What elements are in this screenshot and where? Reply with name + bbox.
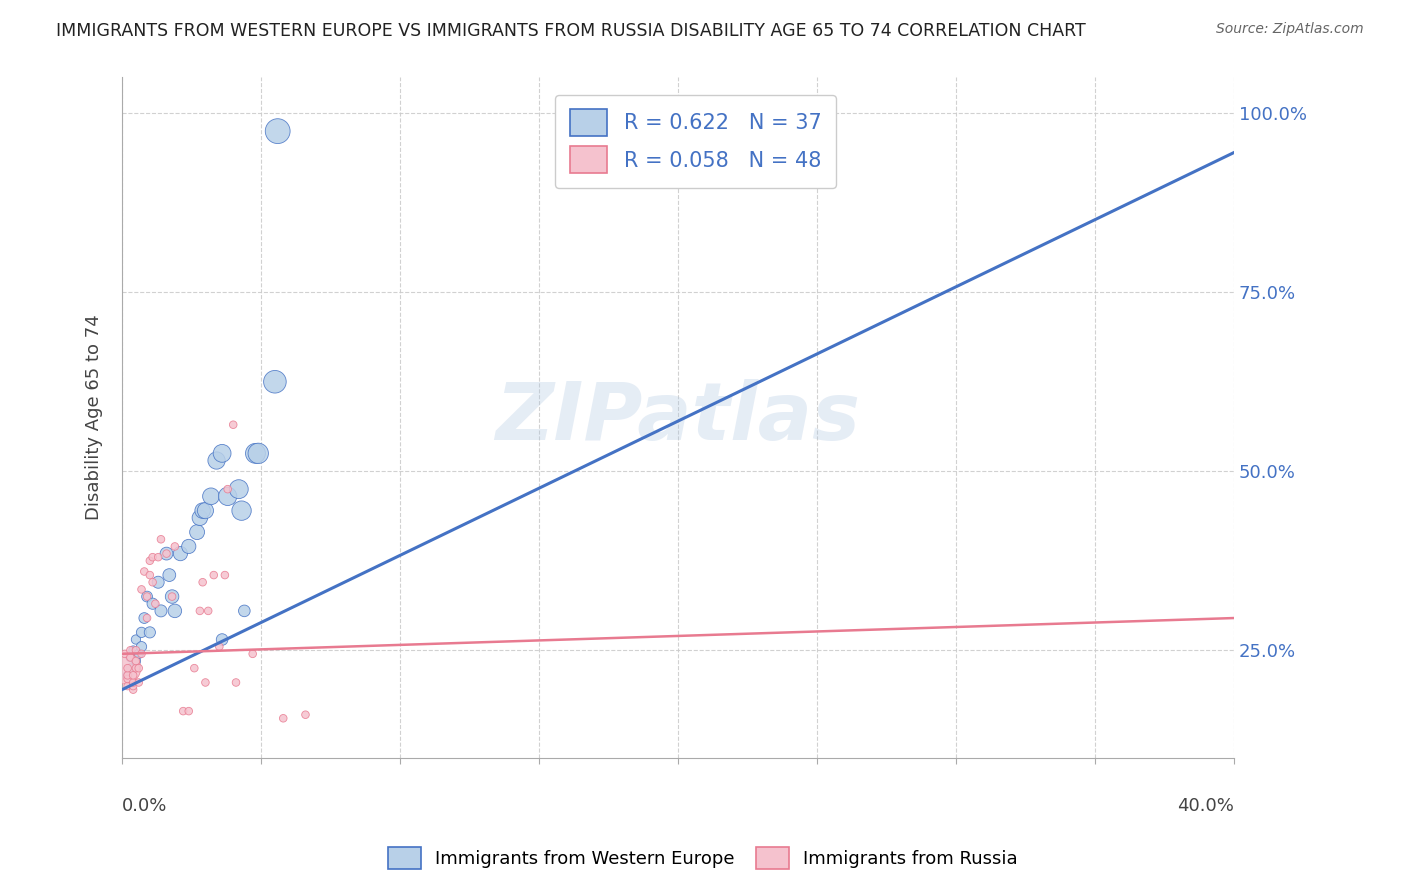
Text: 40.0%: 40.0% (1177, 797, 1234, 814)
Point (128, 647, 150, 661)
Point (122, 643, 145, 657)
Point (139, 568, 162, 582)
Point (177, 540, 200, 554)
Point (149, 604, 172, 618)
Point (139, 625, 162, 640)
Point (183, 661, 205, 675)
Point (217, 482, 239, 496)
Point (148, 550, 170, 565)
Point (125, 654, 148, 668)
Point (194, 503, 217, 517)
Point (136, 590, 159, 604)
Point (205, 453, 228, 467)
Point (125, 661, 148, 675)
Point (200, 489, 222, 503)
Point (188, 510, 211, 524)
Point (122, 668, 145, 682)
Text: IMMIGRANTS FROM WESTERN EUROPE VS IMMIGRANTS FROM RUSSIA DISABILITY AGE 65 TO 74: IMMIGRANTS FROM WESTERN EUROPE VS IMMIGR… (56, 22, 1085, 40)
Point (125, 643, 148, 657)
Point (149, 533, 172, 547)
Point (131, 640, 153, 654)
Point (247, 446, 270, 460)
Point (122, 675, 145, 690)
Point (208, 640, 231, 654)
Point (120, 650, 142, 665)
Point (202, 568, 225, 582)
Point (191, 575, 214, 590)
Point (188, 604, 211, 618)
Point (271, 711, 294, 725)
Point (136, 611, 159, 625)
Point (125, 632, 148, 647)
Point (222, 417, 245, 432)
Point (145, 597, 167, 611)
Point (117, 679, 139, 693)
Point (211, 446, 233, 460)
Legend: Immigrants from Western Europe, Immigrants from Russia: Immigrants from Western Europe, Immigran… (380, 838, 1026, 879)
Text: 0.0%: 0.0% (122, 797, 167, 814)
Point (245, 446, 267, 460)
Text: Source: ZipAtlas.com: Source: ZipAtlas.com (1216, 22, 1364, 37)
Point (194, 675, 217, 690)
Point (172, 704, 194, 718)
Point (163, 604, 186, 618)
Point (114, 661, 136, 675)
Point (117, 661, 139, 675)
Point (264, 375, 287, 389)
Point (186, 525, 208, 540)
Text: ZIPatlas: ZIPatlas (495, 378, 860, 457)
Point (136, 590, 159, 604)
Point (157, 568, 180, 582)
Point (117, 672, 139, 686)
Point (163, 540, 186, 554)
Point (211, 632, 233, 647)
Point (120, 650, 142, 665)
Point (160, 590, 183, 604)
Y-axis label: Disability Age 65 to 74: Disability Age 65 to 74 (86, 315, 103, 520)
Point (134, 565, 156, 579)
Point (231, 503, 253, 517)
Point (114, 647, 136, 661)
Point (142, 550, 165, 565)
Point (228, 482, 250, 496)
Point (117, 668, 139, 682)
Point (142, 597, 165, 611)
Legend: R = 0.622   N = 37, R = 0.058   N = 48: R = 0.622 N = 37, R = 0.058 N = 48 (555, 95, 837, 188)
Point (122, 682, 145, 697)
Point (128, 675, 150, 690)
Point (142, 575, 165, 590)
Point (155, 547, 177, 561)
Point (191, 503, 214, 517)
Point (120, 643, 142, 657)
Point (131, 582, 153, 597)
Point (177, 704, 200, 718)
Point (148, 575, 170, 590)
Point (117, 668, 139, 682)
Point (225, 675, 247, 690)
Point (197, 604, 219, 618)
Point (128, 661, 150, 675)
Point (267, 124, 290, 138)
Point (139, 554, 162, 568)
Point (242, 647, 264, 661)
Point (122, 679, 145, 693)
Point (294, 707, 316, 722)
Point (155, 547, 177, 561)
Point (131, 647, 153, 661)
Point (160, 590, 183, 604)
Point (217, 489, 239, 503)
Point (120, 661, 142, 675)
Point (131, 625, 153, 640)
Point (125, 654, 148, 668)
Point (134, 611, 156, 625)
Point (169, 547, 191, 561)
Point (214, 568, 236, 582)
Point (233, 604, 256, 618)
